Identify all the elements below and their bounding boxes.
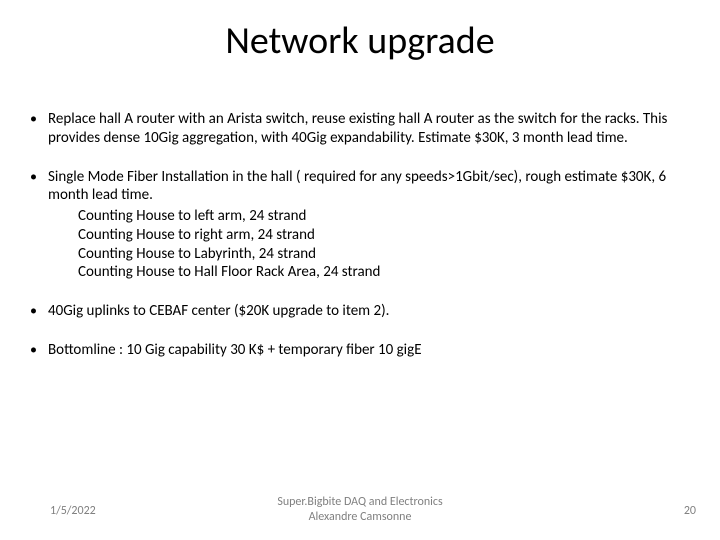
bullet-text: Replace hall A router with an Arista swi… [48,110,667,147]
slide: Network upgrade Replace hall A router wi… [0,0,720,540]
sub-item: Counting House to left arm, 24 strand [78,207,680,226]
footer-page-number: 20 [684,504,696,518]
bullet-item: 40Gig uplinks to CEBAF center ($20K upgr… [28,302,680,321]
footer-center-line1: Super.Bigbite DAQ and Electronics [0,495,720,509]
bullet-text: Bottomline : 10 Gig capability 30 K$ + t… [48,341,422,359]
bullet-text: 40Gig uplinks to CEBAF center ($20K upgr… [48,302,389,320]
bullet-item: Single Mode Fiber Installation in the ha… [28,168,680,283]
sub-list: Counting House to left arm, 24 strand Co… [48,207,680,282]
slide-footer: 1/5/2022 Super.Bigbite DAQ and Electroni… [0,484,720,524]
bullet-item: Replace hall A router with an Arista swi… [28,110,680,148]
slide-title: Network upgrade [0,18,720,64]
bullet-list: Replace hall A router with an Arista swi… [28,110,680,360]
bullet-text: Single Mode Fiber Installation in the ha… [48,168,666,205]
slide-body: Replace hall A router with an Arista swi… [28,110,680,380]
footer-center: Super.Bigbite DAQ and Electronics Alexan… [0,495,720,524]
sub-item: Counting House to Hall Floor Rack Area, … [78,263,680,282]
sub-item: Counting House to right arm, 24 strand [78,226,680,245]
footer-center-line2: Alexandre Camsonne [0,510,720,524]
bullet-item: Bottomline : 10 Gig capability 30 K$ + t… [28,341,680,360]
sub-item: Counting House to Labyrinth, 24 strand [78,245,680,264]
